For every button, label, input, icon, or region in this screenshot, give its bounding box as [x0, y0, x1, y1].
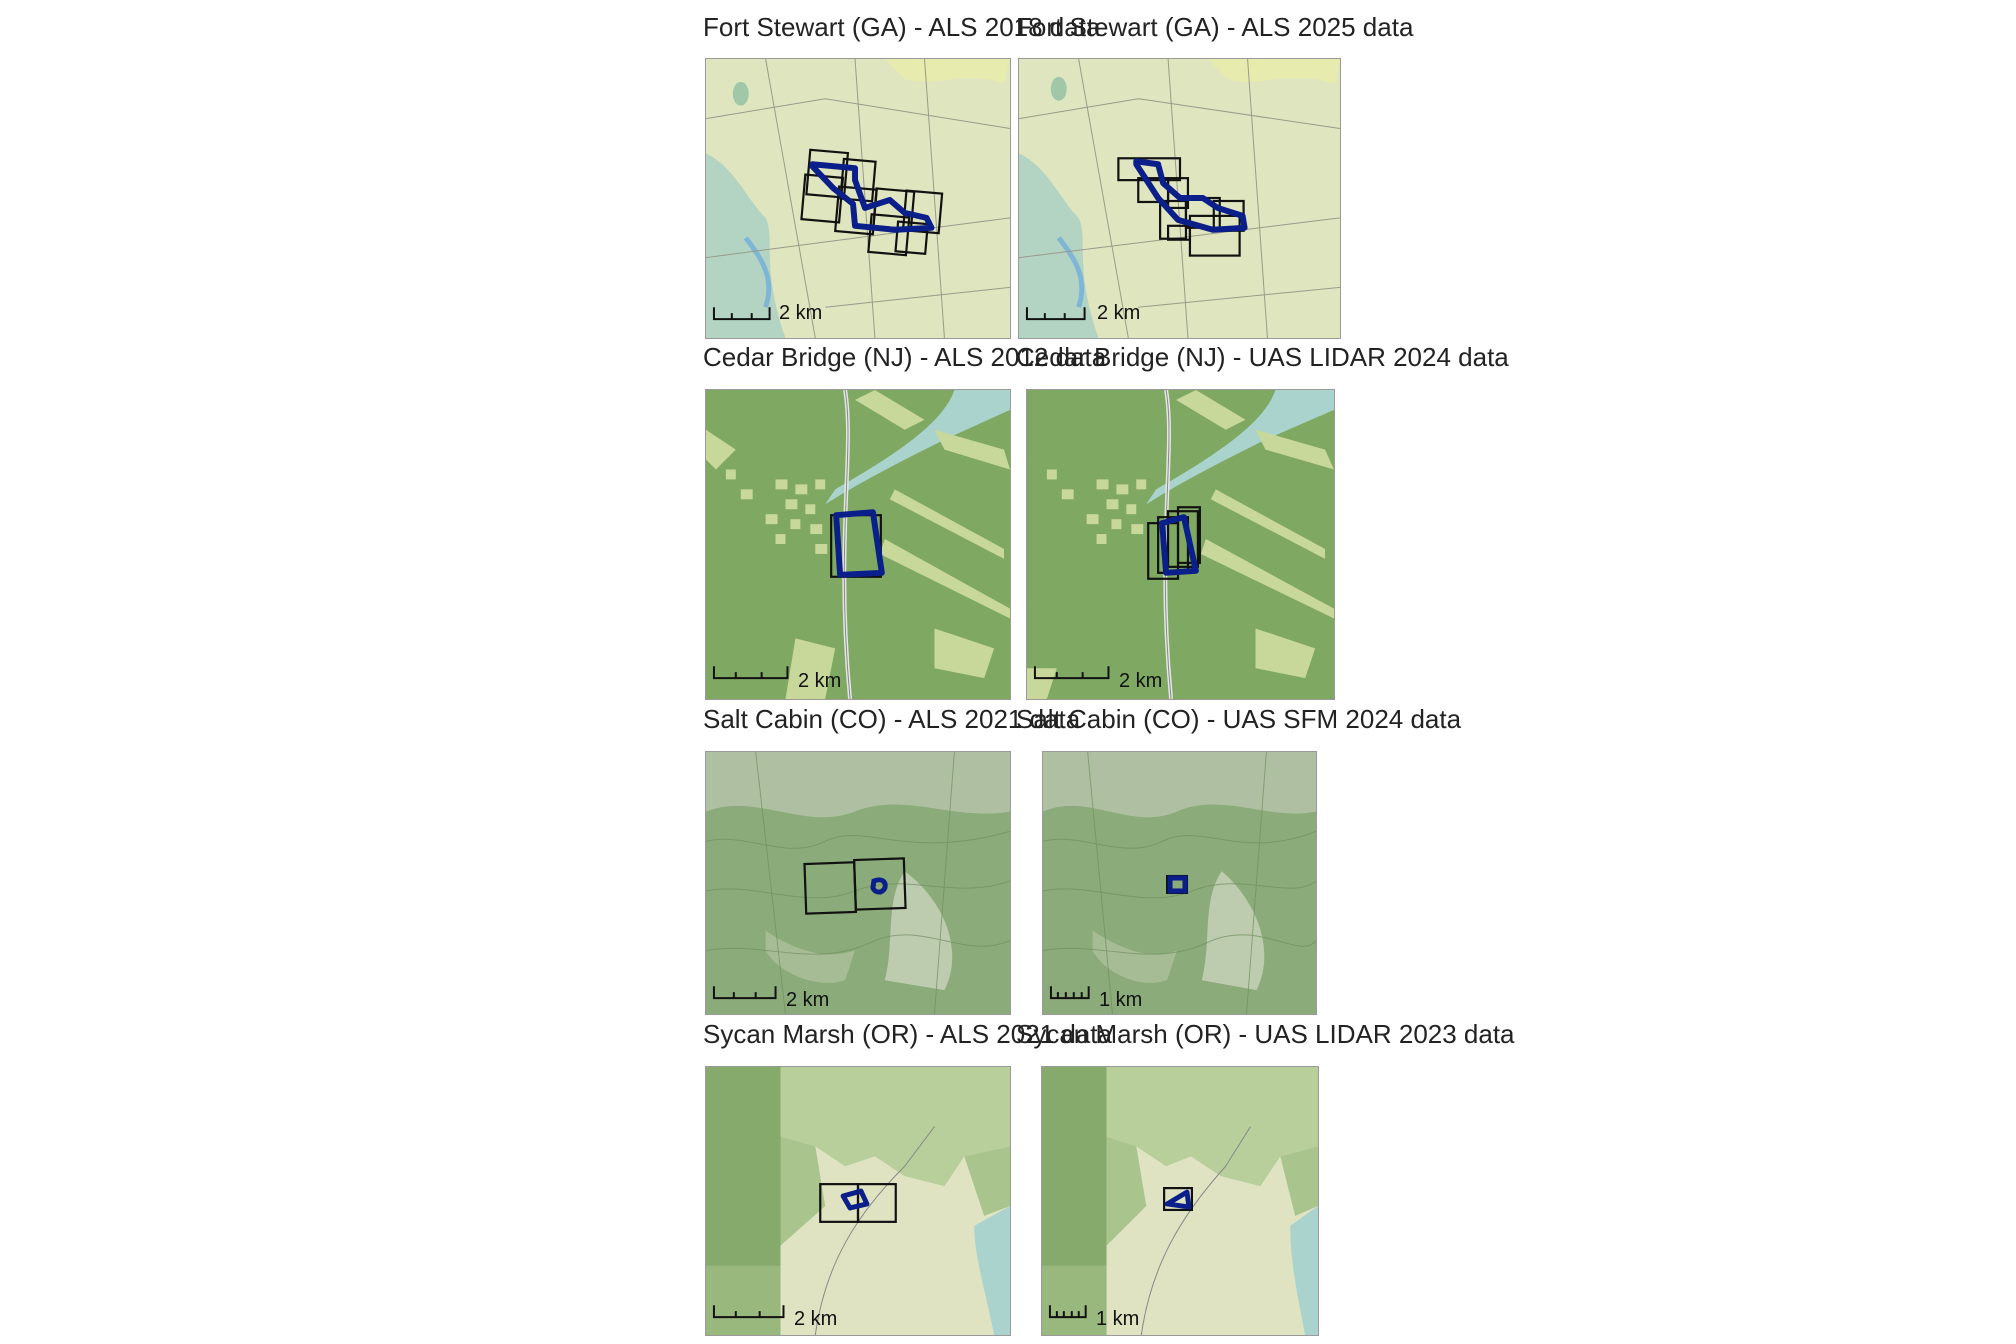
- map-cedar-bridge-als-2012[interactable]: 2 km: [705, 389, 1011, 700]
- study-area-boundary: [840, 1188, 870, 1211]
- scale-label: 2 km: [779, 302, 823, 324]
- tile-grid: [1163, 1187, 1194, 1212]
- map-cedar-bridge-uas-lidar-2024[interactable]: 2 km: [1026, 389, 1335, 700]
- study-area-boundary: [1159, 514, 1199, 576]
- panel-title-fort-stewart-als-2025: Fort Stewart (GA) - ALS 2025 data: [1016, 12, 1414, 42]
- map-salt-cabin-als-2021[interactable]: 2 km: [705, 751, 1011, 1015]
- study-area-boundary: [1167, 875, 1188, 894]
- scale-label: 1 km: [1099, 989, 1143, 1011]
- study-area-boundary: [1133, 158, 1248, 233]
- scale-label: 2 km: [1097, 302, 1141, 324]
- scale-label: 2 km: [786, 989, 830, 1011]
- scale-bar-icon: [1048, 1305, 1087, 1319]
- scale-bar-icon: [712, 666, 789, 680]
- scale-bar-icon: [712, 986, 777, 1000]
- scale-bar-icon: [1033, 666, 1110, 680]
- study-area-boundary: [870, 877, 888, 895]
- tile-grid: [803, 857, 907, 915]
- panel-title-salt-cabin-uas-sfm-2024: Salt Cabin (CO) - UAS SFM 2024 data: [1016, 704, 1462, 734]
- panel-title-sycan-marsh-uas-lidar-2023: Sycan Marsh (OR) - UAS LIDAR 2023 data: [1016, 1019, 1515, 1049]
- scale-bar-icon: [1049, 986, 1090, 1000]
- scale-bar-icon: [712, 307, 771, 321]
- map-salt-cabin-uas-sfm-2024[interactable]: 1 km: [1042, 751, 1317, 1015]
- map-fort-stewart-als-2025[interactable]: 2 km: [1018, 58, 1341, 339]
- panel-title-salt-cabin-als-2021: Salt Cabin (CO) - ALS 2021 data: [703, 704, 1081, 734]
- study-area-boundary: [809, 161, 935, 233]
- scale-label: 2 km: [798, 670, 842, 692]
- scale-bar-icon: [1025, 307, 1086, 321]
- panel-title-fort-stewart-als-2018: Fort Stewart (GA) - ALS 2018 data: [703, 12, 1101, 42]
- panel-title-sycan-marsh-als-2021: Sycan Marsh (OR) - ALS 2021 data: [703, 1019, 1112, 1049]
- panel-title-cedar-bridge-als-2012: Cedar Bridge (NJ) - ALS 2012 data: [703, 342, 1107, 372]
- map-fort-stewart-als-2018[interactable]: 2 km: [705, 58, 1011, 339]
- tile-grid: [1117, 157, 1245, 257]
- panel-title-cedar-bridge-uas-lidar-2024: Cedar Bridge (NJ) - UAS LIDAR 2024 data: [1016, 342, 1509, 372]
- map-sycan-marsh-als-2021[interactable]: 2 km: [705, 1066, 1011, 1336]
- scale-label: 2 km: [1119, 670, 1163, 692]
- study-area-boundary: [833, 509, 885, 578]
- map-sycan-marsh-uas-lidar-2023[interactable]: 1 km: [1041, 1066, 1319, 1336]
- tile-grid: [819, 1183, 897, 1223]
- scale-label: 1 km: [1096, 1308, 1140, 1330]
- scale-label: 2 km: [794, 1308, 838, 1330]
- scale-bar-icon: [712, 1305, 785, 1319]
- study-area-boundary: [1164, 1189, 1192, 1210]
